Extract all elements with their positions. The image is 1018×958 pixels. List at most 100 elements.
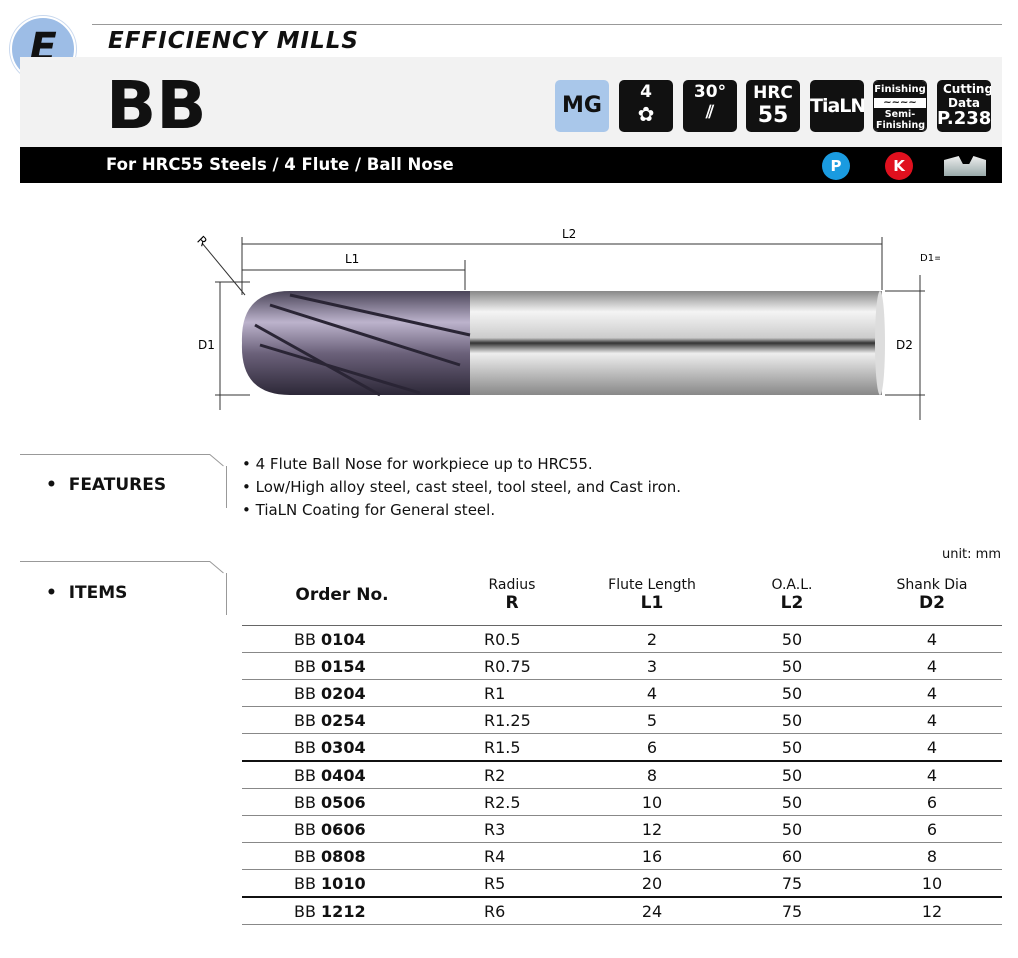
radius: R2 bbox=[442, 761, 582, 789]
col-subtitle: Shank Dia bbox=[896, 577, 968, 593]
overall-length: 50 bbox=[722, 761, 862, 789]
order-prefix: BB bbox=[294, 901, 316, 921]
col-order-no: Order No. bbox=[242, 565, 442, 626]
table-row: BB 0506 R2.5 10 50 6 bbox=[242, 788, 1002, 816]
d1-note: D1=2R bbox=[920, 253, 940, 264]
order-no: BB 0104 bbox=[242, 625, 442, 653]
order-no: BB 0304 bbox=[242, 733, 442, 762]
order-code: 0154 bbox=[321, 656, 366, 676]
order-no: BB 1212 bbox=[242, 897, 442, 925]
hardness-badge: HRC 55 bbox=[746, 80, 800, 132]
flute-count: 4 bbox=[640, 82, 652, 102]
order-prefix: BB bbox=[294, 873, 316, 893]
col-oal: O.A.L. L2 bbox=[722, 565, 862, 626]
table-row: BB 0104 R0.5 2 50 4 bbox=[242, 625, 1002, 653]
order-prefix: BB bbox=[294, 737, 316, 757]
features-title-text: FEATURES bbox=[68, 475, 167, 495]
order-no: BB 0204 bbox=[242, 679, 442, 707]
order-no: BB 1010 bbox=[242, 869, 442, 898]
order-code: 1212 bbox=[321, 901, 366, 921]
feature-item: • 4 Flute Ball Nose for workpiece up to … bbox=[242, 455, 593, 473]
features-title: • FEATURES bbox=[46, 475, 167, 495]
col-title: L2 bbox=[780, 593, 804, 613]
hardness-value: 55 bbox=[757, 103, 789, 128]
cutting-data-badge[interactable]: Cutting Data P.238 bbox=[937, 80, 991, 132]
overall-length: 50 bbox=[722, 706, 862, 734]
shank-dia: 6 bbox=[862, 815, 1002, 843]
overall-length: 75 bbox=[722, 897, 862, 925]
shank-dia: 6 bbox=[862, 788, 1002, 816]
flute-length: 12 bbox=[582, 815, 722, 843]
col-radius: Radius R bbox=[442, 565, 582, 626]
overall-length: 50 bbox=[722, 788, 862, 816]
overall-length: 50 bbox=[722, 733, 862, 762]
col-subtitle: Radius bbox=[488, 577, 536, 593]
flute-length: 10 bbox=[582, 788, 722, 816]
r-label: R bbox=[194, 233, 210, 249]
radius: R1.25 bbox=[442, 706, 582, 734]
overall-length: 50 bbox=[722, 679, 862, 707]
model-title: BB bbox=[106, 67, 207, 144]
flute-icon: ✿ bbox=[637, 102, 655, 126]
overall-length: 75 bbox=[722, 869, 862, 898]
d2-label: D2 bbox=[896, 338, 913, 352]
flute-length: 24 bbox=[582, 897, 722, 925]
flute-length: 5 bbox=[582, 706, 722, 734]
shank-dia: 4 bbox=[862, 733, 1002, 762]
feature-item: • TiaLN Coating for General steel. bbox=[242, 501, 496, 519]
order-code: 0254 bbox=[321, 710, 366, 730]
order-prefix: BB bbox=[294, 629, 316, 649]
radius: R1 bbox=[442, 679, 582, 707]
order-code: 0606 bbox=[321, 819, 366, 839]
order-code: 0104 bbox=[321, 629, 366, 649]
overall-length: 50 bbox=[722, 815, 862, 843]
items-table: Order No. Radius R Flute Length L1 O.A.L. L… bbox=[242, 565, 1002, 925]
coating-badge: TiaLN bbox=[810, 80, 864, 132]
cutting-data-page: P.238 bbox=[937, 108, 991, 129]
feature-text: Low/High alloy steel, cast steel, tool s… bbox=[255, 478, 682, 496]
cutting-data-label: Cutting Data bbox=[943, 82, 991, 110]
flute-count-badge: 4 ✿ bbox=[619, 80, 673, 132]
col-subtitle: O.A.L. bbox=[771, 577, 813, 593]
table-row: BB 0154 R0.75 3 50 4 bbox=[242, 652, 1002, 680]
table-row: BB 0204 R1 4 50 4 bbox=[242, 679, 1002, 707]
overall-length: 50 bbox=[722, 625, 862, 653]
table-row: BB 1212 R6 24 75 12 bbox=[242, 897, 1002, 925]
order-code: 0204 bbox=[321, 683, 366, 703]
flute-length: 20 bbox=[582, 869, 722, 898]
table-row: BB 1010 R5 20 75 10 bbox=[242, 869, 1002, 898]
divider bbox=[226, 466, 227, 508]
radius: R0.75 bbox=[442, 652, 582, 680]
finishing-badge: Finishing ~~~~ Semi-Finishing bbox=[873, 80, 927, 132]
divider bbox=[92, 24, 1002, 25]
table-header: Order No. Radius R Flute Length L1 O.A.L. L… bbox=[242, 565, 1002, 626]
feature-item: • Low/High alloy steel, cast steel, tool… bbox=[242, 478, 682, 496]
order-no: BB 0808 bbox=[242, 842, 442, 870]
col-title: L1 bbox=[640, 593, 664, 613]
l1-label: L1 bbox=[345, 252, 359, 266]
table-row: BB 0606 R3 12 50 6 bbox=[242, 815, 1002, 843]
end-mill-diagram: L2 L1 D1 D2 D1=2R R bbox=[194, 227, 940, 420]
order-no: BB 0254 bbox=[242, 706, 442, 734]
order-prefix: BB bbox=[294, 710, 316, 730]
col-subtitle: Flute Length bbox=[608, 577, 696, 593]
flute-length: 3 bbox=[582, 652, 722, 680]
feature-text: 4 Flute Ball Nose for workpiece up to HR… bbox=[255, 455, 593, 473]
radius: R2.5 bbox=[442, 788, 582, 816]
table-row: BB 0304 R1.5 6 50 4 bbox=[242, 733, 1002, 762]
col-title: Order No. bbox=[295, 585, 389, 605]
order-no: BB 0154 bbox=[242, 652, 442, 680]
order-no: BB 0506 bbox=[242, 788, 442, 816]
subtitle: For HRC55 Steels / 4 Flute / Ball Nose bbox=[106, 155, 454, 174]
order-no: BB 0404 bbox=[242, 761, 442, 789]
overall-length: 60 bbox=[722, 842, 862, 870]
table-row: BB 0254 R1.25 5 50 4 bbox=[242, 706, 1002, 734]
shank-dia: 4 bbox=[862, 706, 1002, 734]
flute-length: 8 bbox=[582, 761, 722, 789]
l2-label: L2 bbox=[562, 227, 576, 241]
order-prefix: BB bbox=[294, 846, 316, 866]
order-code: 1010 bbox=[321, 873, 366, 893]
material-p-icon: P bbox=[822, 152, 850, 180]
radius: R4 bbox=[442, 842, 582, 870]
items-title: • ITEMS bbox=[46, 583, 128, 603]
